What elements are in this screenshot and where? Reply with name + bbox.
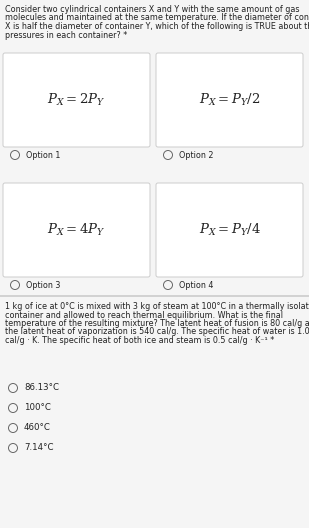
Text: temperature of the resulting mixture? The latent heat of fusion is 80 cal/g and: temperature of the resulting mixture? Th…: [5, 319, 309, 328]
FancyBboxPatch shape: [156, 53, 303, 147]
Text: Option 1: Option 1: [26, 150, 60, 159]
Text: the latent heat of vaporization is 540 cal/g. The specific heat of water is 1.00: the latent heat of vaporization is 540 c…: [5, 327, 309, 336]
Text: container and allowed to reach thermal equilibrium. What is the final: container and allowed to reach thermal e…: [5, 310, 283, 319]
Text: 460°C: 460°C: [24, 423, 51, 432]
FancyBboxPatch shape: [156, 183, 303, 277]
Text: Option 2: Option 2: [179, 150, 214, 159]
FancyBboxPatch shape: [3, 53, 150, 147]
Text: $P_X = 2P_Y$: $P_X = 2P_Y$: [47, 92, 106, 108]
Text: Option 3: Option 3: [26, 280, 60, 289]
Text: 86.13°C: 86.13°C: [24, 383, 59, 392]
Text: cal/g · K. The specific heat of both ice and steam is 0.5 cal/g · K⁻¹ *: cal/g · K. The specific heat of both ice…: [5, 336, 274, 345]
Text: 100°C: 100°C: [24, 403, 51, 412]
FancyBboxPatch shape: [3, 183, 150, 277]
Text: molecules and maintained at the same temperature. If the diameter of container: molecules and maintained at the same tem…: [5, 14, 309, 23]
Text: 7.14°C: 7.14°C: [24, 444, 53, 452]
Text: Option 4: Option 4: [179, 280, 214, 289]
Text: $P_X = P_Y/2$: $P_X = P_Y/2$: [199, 92, 260, 108]
Text: pressures in each container? *: pressures in each container? *: [5, 31, 127, 40]
Text: $P_X = P_Y/4$: $P_X = P_Y/4$: [199, 222, 260, 238]
Text: X is half the diameter of container Y, which of the following is TRUE about the: X is half the diameter of container Y, w…: [5, 22, 309, 31]
Text: $P_X = 4P_Y$: $P_X = 4P_Y$: [47, 222, 106, 238]
Text: 1 kg of ice at 0°C is mixed with 3 kg of steam at 100°C in a thermally isolated: 1 kg of ice at 0°C is mixed with 3 kg of…: [5, 302, 309, 311]
Text: Consider two cylindrical containers X and Y with the same amount of gas: Consider two cylindrical containers X an…: [5, 5, 299, 14]
